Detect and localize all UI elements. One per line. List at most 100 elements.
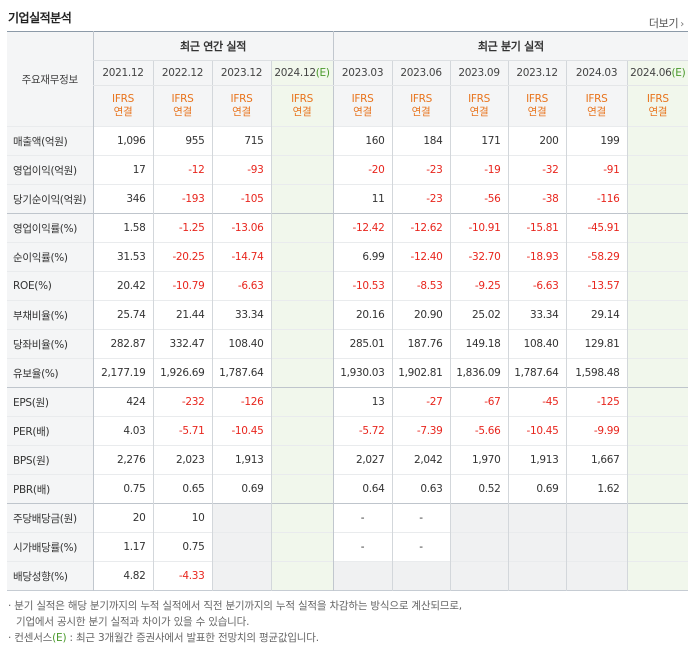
row-label: 당좌비율(%)	[7, 329, 93, 359]
table-cell	[270, 445, 334, 475]
period-quarter-3: 2023.12	[507, 60, 567, 86]
table-cell: 33.34	[507, 300, 567, 330]
table-cell: -67	[449, 387, 509, 417]
table-cell: 1,787.64	[211, 358, 271, 388]
ifrs-label: IFRS	[526, 93, 548, 105]
footnote-2-mark: (E)	[52, 632, 67, 644]
consolidated-label: 연결	[587, 106, 606, 118]
period-label: 2023.12	[516, 67, 558, 79]
table-cell: -8.53	[391, 271, 451, 301]
table-cell	[626, 155, 689, 185]
table-cell: -10.53	[332, 271, 393, 301]
table-cell: -27	[391, 387, 451, 417]
table-cell	[211, 561, 271, 591]
period-label: 2023.06	[400, 67, 442, 79]
table-cell: 20.90	[391, 300, 451, 330]
table-cell	[626, 126, 689, 156]
table-row: BPS(원) 2,276 2,023 1,913 2,027 2,042 1,970 1,91…	[7, 445, 689, 475]
period-quarter-2: 2023.09	[449, 60, 509, 86]
table-cell: 1,902.81	[391, 358, 451, 388]
table-cell	[507, 561, 567, 591]
table-cell: 17	[92, 155, 153, 185]
table-cell: 171	[449, 126, 509, 156]
table-cell	[270, 213, 334, 243]
table-cell: 4.82	[92, 561, 153, 591]
row-label: 매출액(억원)	[7, 126, 93, 156]
table-cell: 31.53	[92, 242, 153, 272]
table-cell: 13	[332, 387, 393, 417]
table-cell	[626, 242, 689, 272]
ifrs-quarter-0: IFRS 연결	[332, 85, 393, 127]
table-cell: -20	[332, 155, 393, 185]
table-cell	[626, 561, 689, 591]
table-row: ROE(%) 20.42 -10.79 -6.63 -10.53 -8.53 -9.25 -6…	[7, 271, 689, 301]
table-cell	[449, 532, 509, 562]
table-cell: 1,913	[507, 445, 567, 475]
period-label: 2022.12	[161, 67, 204, 79]
ifrs-quarter-1: IFRS 연결	[391, 85, 451, 127]
table-cell	[391, 561, 451, 591]
table-cell: 424	[92, 387, 153, 417]
table-cell: 1,970	[449, 445, 509, 475]
table-cell	[270, 329, 334, 359]
table-cell: -45.91	[565, 213, 628, 243]
more-label: 더보기	[648, 17, 679, 30]
table-cell: -10.45	[211, 416, 271, 446]
table-cell: -13.57	[565, 271, 628, 301]
table-cell: -45	[507, 387, 567, 417]
table-cell: -6.63	[211, 271, 271, 301]
table-cell	[507, 532, 567, 562]
table-cell: -58.29	[565, 242, 628, 272]
footnote-1-line2: 기업에서 공시한 분기 실적과 차이가 있을 수 있습니다.	[16, 616, 250, 628]
table-cell: 2,042	[391, 445, 451, 475]
table-cell	[626, 300, 689, 330]
table-cell: 0.52	[449, 474, 509, 504]
row-label: PER(배)	[7, 416, 93, 446]
row-label: 부채비율(%)	[7, 300, 93, 330]
table-cell: 21.44	[152, 300, 212, 330]
footnote-2-suffix: : 최근 3개월간 증권사에서 발표한 전망치의 평균값입니다.	[66, 632, 319, 644]
table-row: PBR(배) 0.75 0.65 0.69 0.64 0.63 0.52 0.69 1.62	[7, 474, 689, 504]
table-cell	[449, 561, 509, 591]
row-label: BPS(원)	[7, 445, 93, 475]
ifrs-annual-1: IFRS 연결	[152, 85, 212, 127]
table-cell	[332, 561, 393, 591]
row-label: 영업이익(억원)	[7, 155, 93, 185]
table-cell: -12.42	[332, 213, 393, 243]
table-row: 순이익률(%) 31.53 -20.25 -14.74 6.99 -12.40 -32.70…	[7, 242, 689, 272]
ifrs-quarter-5: IFRS 연결	[626, 85, 689, 127]
table-cell: -9.25	[449, 271, 509, 301]
table-cell	[626, 271, 689, 301]
table-cell: 0.65	[152, 474, 212, 504]
ifrs-annual-2: IFRS 연결	[211, 85, 271, 127]
ifrs-label: IFRS	[646, 93, 669, 105]
table-cell: 2,177.19	[92, 358, 153, 388]
table-row: 매출액(억원) 1,096 955 715 160 184 171 200 199	[7, 126, 689, 156]
table-cell: -91	[565, 155, 628, 185]
table-cell	[565, 532, 628, 562]
table-cell	[626, 474, 689, 504]
table-cell: 199	[565, 126, 628, 156]
ifrs-quarter-2: IFRS 연결	[449, 85, 509, 127]
table-row: 시가배당률(%) 1.17 0.75 - -	[7, 532, 689, 562]
table-cell: 108.40	[507, 329, 567, 359]
period-label: 2023.03	[341, 67, 384, 79]
table-cell: 1,913	[211, 445, 271, 475]
table-cell	[565, 503, 628, 533]
table-cell: 11	[332, 184, 393, 214]
table-cell: 160	[332, 126, 393, 156]
table-row: PER(배) 4.03 -5.71 -10.45 -5.72 -7.39 -5.66 -10.…	[7, 416, 689, 446]
consolidated-label: 연결	[113, 106, 133, 118]
table-row: 영업이익(억원) 17 -12 -93 -20 -23 -19 -32 -91	[7, 155, 689, 185]
table-cell: 187.76	[391, 329, 451, 359]
table-cell: -1.25	[152, 213, 212, 243]
table-row: 주당배당금(원) 20 10 - -	[7, 503, 689, 533]
table-cell: -5.66	[449, 416, 509, 446]
period-quarter-4: 2024.03	[565, 60, 628, 86]
table-cell: 20.16	[332, 300, 393, 330]
more-link[interactable]: 더보기 ›	[649, 15, 684, 31]
table-cell	[211, 532, 271, 562]
estimate-mark: (E)	[315, 67, 330, 79]
period-label: 2023.12	[220, 67, 263, 79]
